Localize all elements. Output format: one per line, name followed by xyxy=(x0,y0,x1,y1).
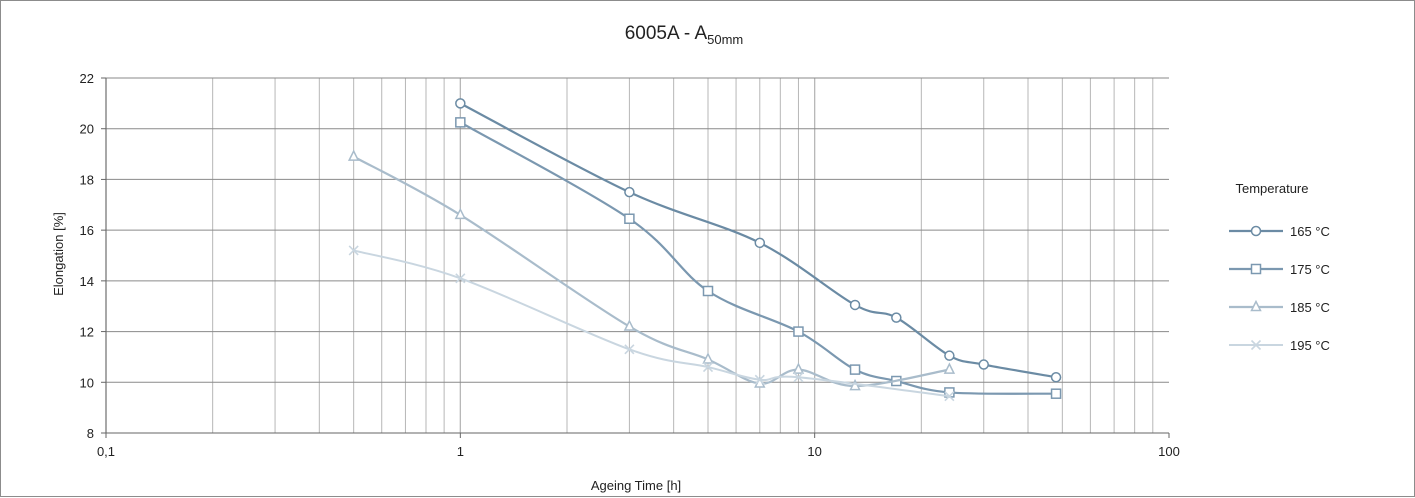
y-tick-label: 14 xyxy=(80,274,94,289)
series-group xyxy=(455,117,1062,399)
legend-entry: 175 °C xyxy=(1229,262,1330,277)
x-tick-label: 100 xyxy=(1158,444,1180,459)
data-point xyxy=(943,362,956,374)
chart-title-subscript: 50mm xyxy=(707,32,743,47)
data-point xyxy=(624,213,635,224)
legend-label: 175 °C xyxy=(1290,262,1330,277)
x-tick-label: 1 xyxy=(457,444,464,459)
data-point xyxy=(792,362,805,374)
series-line xyxy=(353,155,950,388)
data-point xyxy=(793,326,804,337)
data-point xyxy=(754,237,766,249)
legend-entry: 165 °C xyxy=(1229,224,1330,239)
data-point xyxy=(624,186,635,198)
data-point xyxy=(944,350,955,361)
data-point xyxy=(702,285,714,297)
series-group xyxy=(455,98,1062,383)
data-point xyxy=(849,299,861,311)
data-point xyxy=(702,362,714,373)
y-tick-label: 8 xyxy=(87,426,94,441)
data-point xyxy=(793,372,804,383)
y-tick-label: 22 xyxy=(80,71,94,86)
data-point xyxy=(978,359,989,370)
series-line xyxy=(459,121,1057,395)
legend: Temperature 165 °C 175 °C 185 °C 195 °C xyxy=(1229,181,1330,353)
legend-marker xyxy=(1250,225,1262,237)
legend-label: 165 °C xyxy=(1290,224,1330,239)
x-tick-label: 0,1 xyxy=(97,444,115,459)
legend-marker xyxy=(1250,263,1262,275)
data-point xyxy=(702,352,714,364)
legend-entry: 185 °C xyxy=(1229,299,1330,315)
legend-title: Temperature xyxy=(1236,181,1309,196)
y-tick-label: 18 xyxy=(80,172,94,187)
y-tick-label: 10 xyxy=(80,375,94,390)
y-axis-label: Elongation [%] xyxy=(51,212,66,296)
series-group xyxy=(348,245,955,402)
series-group xyxy=(347,149,956,391)
data-point xyxy=(754,374,765,385)
data-point xyxy=(944,391,955,402)
data-point xyxy=(348,245,359,256)
series-layer xyxy=(347,98,1062,402)
y-tick-label: 12 xyxy=(80,325,94,340)
y-tick-label: 16 xyxy=(80,223,94,238)
x-tick-label: 10 xyxy=(807,444,821,459)
y-tick-label: 20 xyxy=(80,122,94,137)
data-point xyxy=(1050,371,1062,383)
grid-layer xyxy=(105,77,1169,434)
legend-marker xyxy=(1250,299,1262,312)
data-point xyxy=(849,364,861,375)
legend-label: 185 °C xyxy=(1290,300,1330,315)
legend-marker xyxy=(1250,339,1262,351)
legend-label: 195 °C xyxy=(1290,338,1330,353)
chart-title-main: 6005A - A xyxy=(625,23,708,44)
data-point xyxy=(624,344,635,355)
data-point xyxy=(455,117,466,128)
axes-layer: 8 10 12 14 16 18 20 22 0,1 1 10 100 xyxy=(80,71,1180,459)
data-point xyxy=(623,319,636,331)
legend-entry: 195 °C xyxy=(1229,338,1330,353)
data-point xyxy=(455,273,466,284)
data-point xyxy=(1050,388,1062,399)
data-point xyxy=(891,312,902,323)
data-point xyxy=(347,149,360,161)
data-point xyxy=(455,98,466,109)
data-point xyxy=(454,207,467,220)
chart-title: 6005A - A50mm xyxy=(625,23,744,47)
x-axis-label: Ageing Time [h] xyxy=(591,478,681,493)
